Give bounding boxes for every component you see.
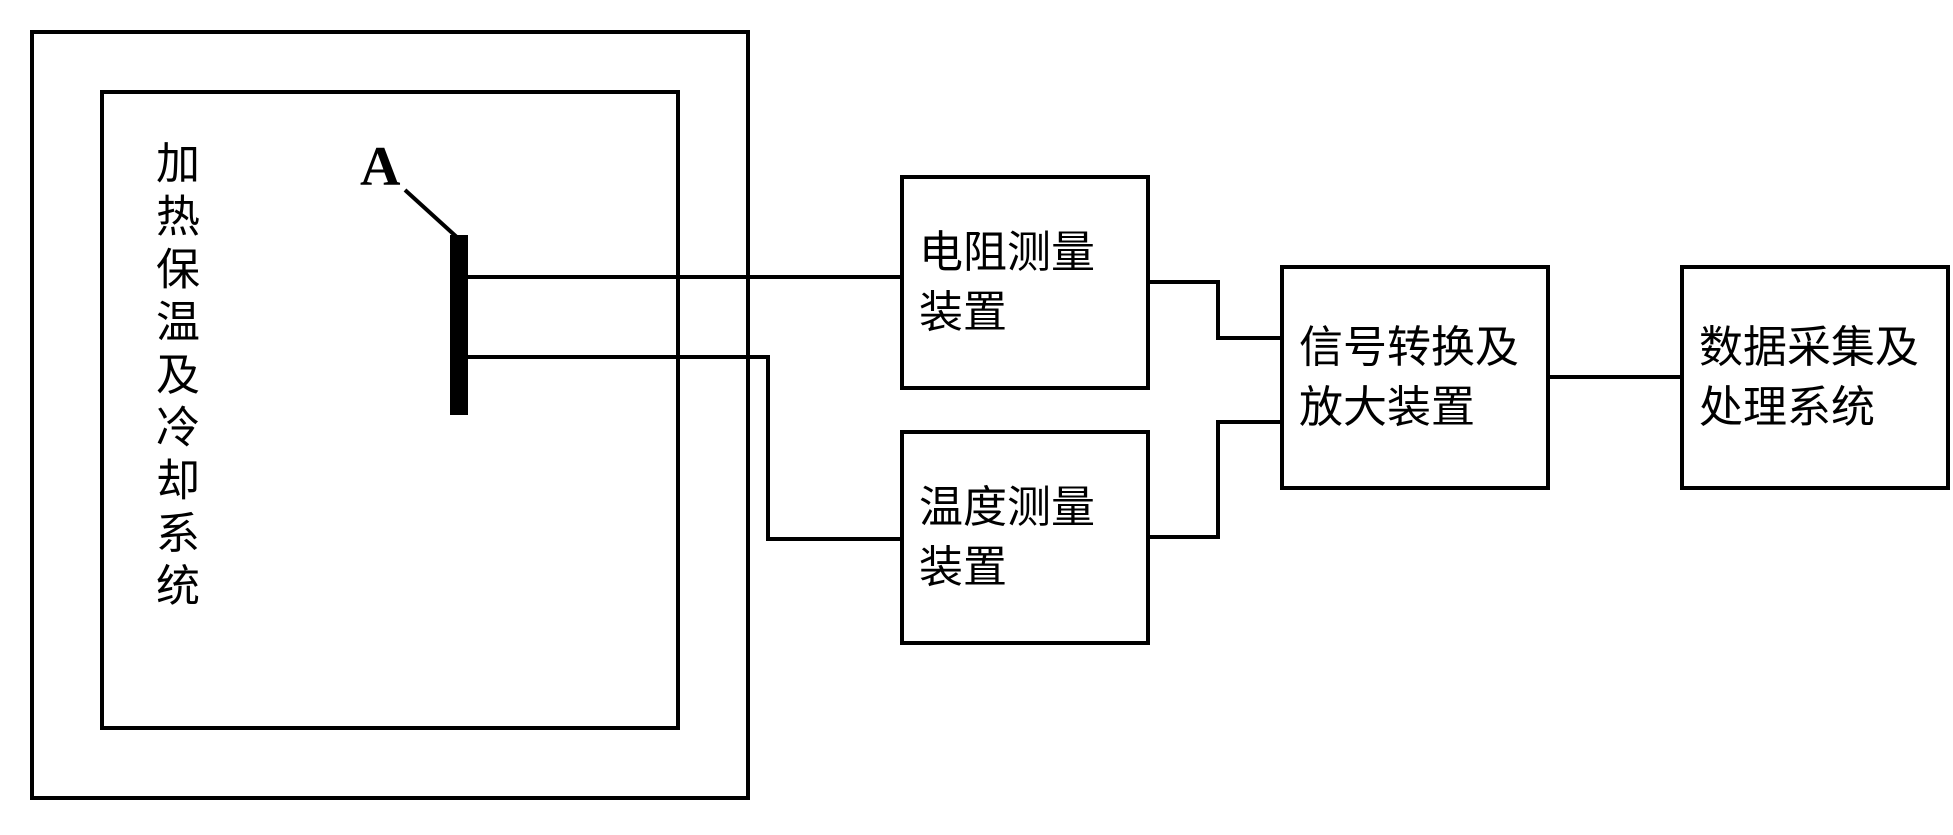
line-sample-to-temp-h2: [766, 537, 900, 541]
line-sample-to-temp-v: [766, 355, 770, 541]
temperature-box: 温度测量装置: [900, 430, 1150, 645]
line-res-to-sig-h1: [1150, 280, 1220, 284]
temperature-label: 温度测量装置: [904, 478, 1146, 597]
data-label: 数据采集及处理系统: [1684, 318, 1946, 437]
line-sample-to-temp-h1: [468, 355, 770, 359]
line-temp-to-sig-h1: [1150, 535, 1220, 539]
lead-line-a: [400, 185, 480, 255]
line-sig-to-data: [1550, 375, 1680, 379]
line-temp-to-sig-h2: [1216, 420, 1280, 424]
diagram-container: 加热保温及冷却系统 A 电阻测量装置 温度测量装置 信号转换及放大装置 数据采集…: [20, 20, 1953, 815]
label-a: A: [360, 135, 400, 199]
resistance-label: 电阻测量装置: [904, 223, 1146, 342]
line-res-to-sig-v: [1216, 280, 1220, 340]
signal-label: 信号转换及放大装置: [1284, 318, 1546, 437]
resistance-box: 电阻测量装置: [900, 175, 1150, 390]
heating-system-label: 加热保温及冷却系统: [140, 140, 206, 615]
line-temp-to-sig-v: [1216, 420, 1220, 539]
data-box: 数据采集及处理系统: [1680, 265, 1950, 490]
line-sample-to-resistance: [468, 275, 900, 279]
signal-box: 信号转换及放大装置: [1280, 265, 1550, 490]
sample-bar: [450, 235, 468, 415]
line-res-to-sig-h2: [1216, 336, 1280, 340]
